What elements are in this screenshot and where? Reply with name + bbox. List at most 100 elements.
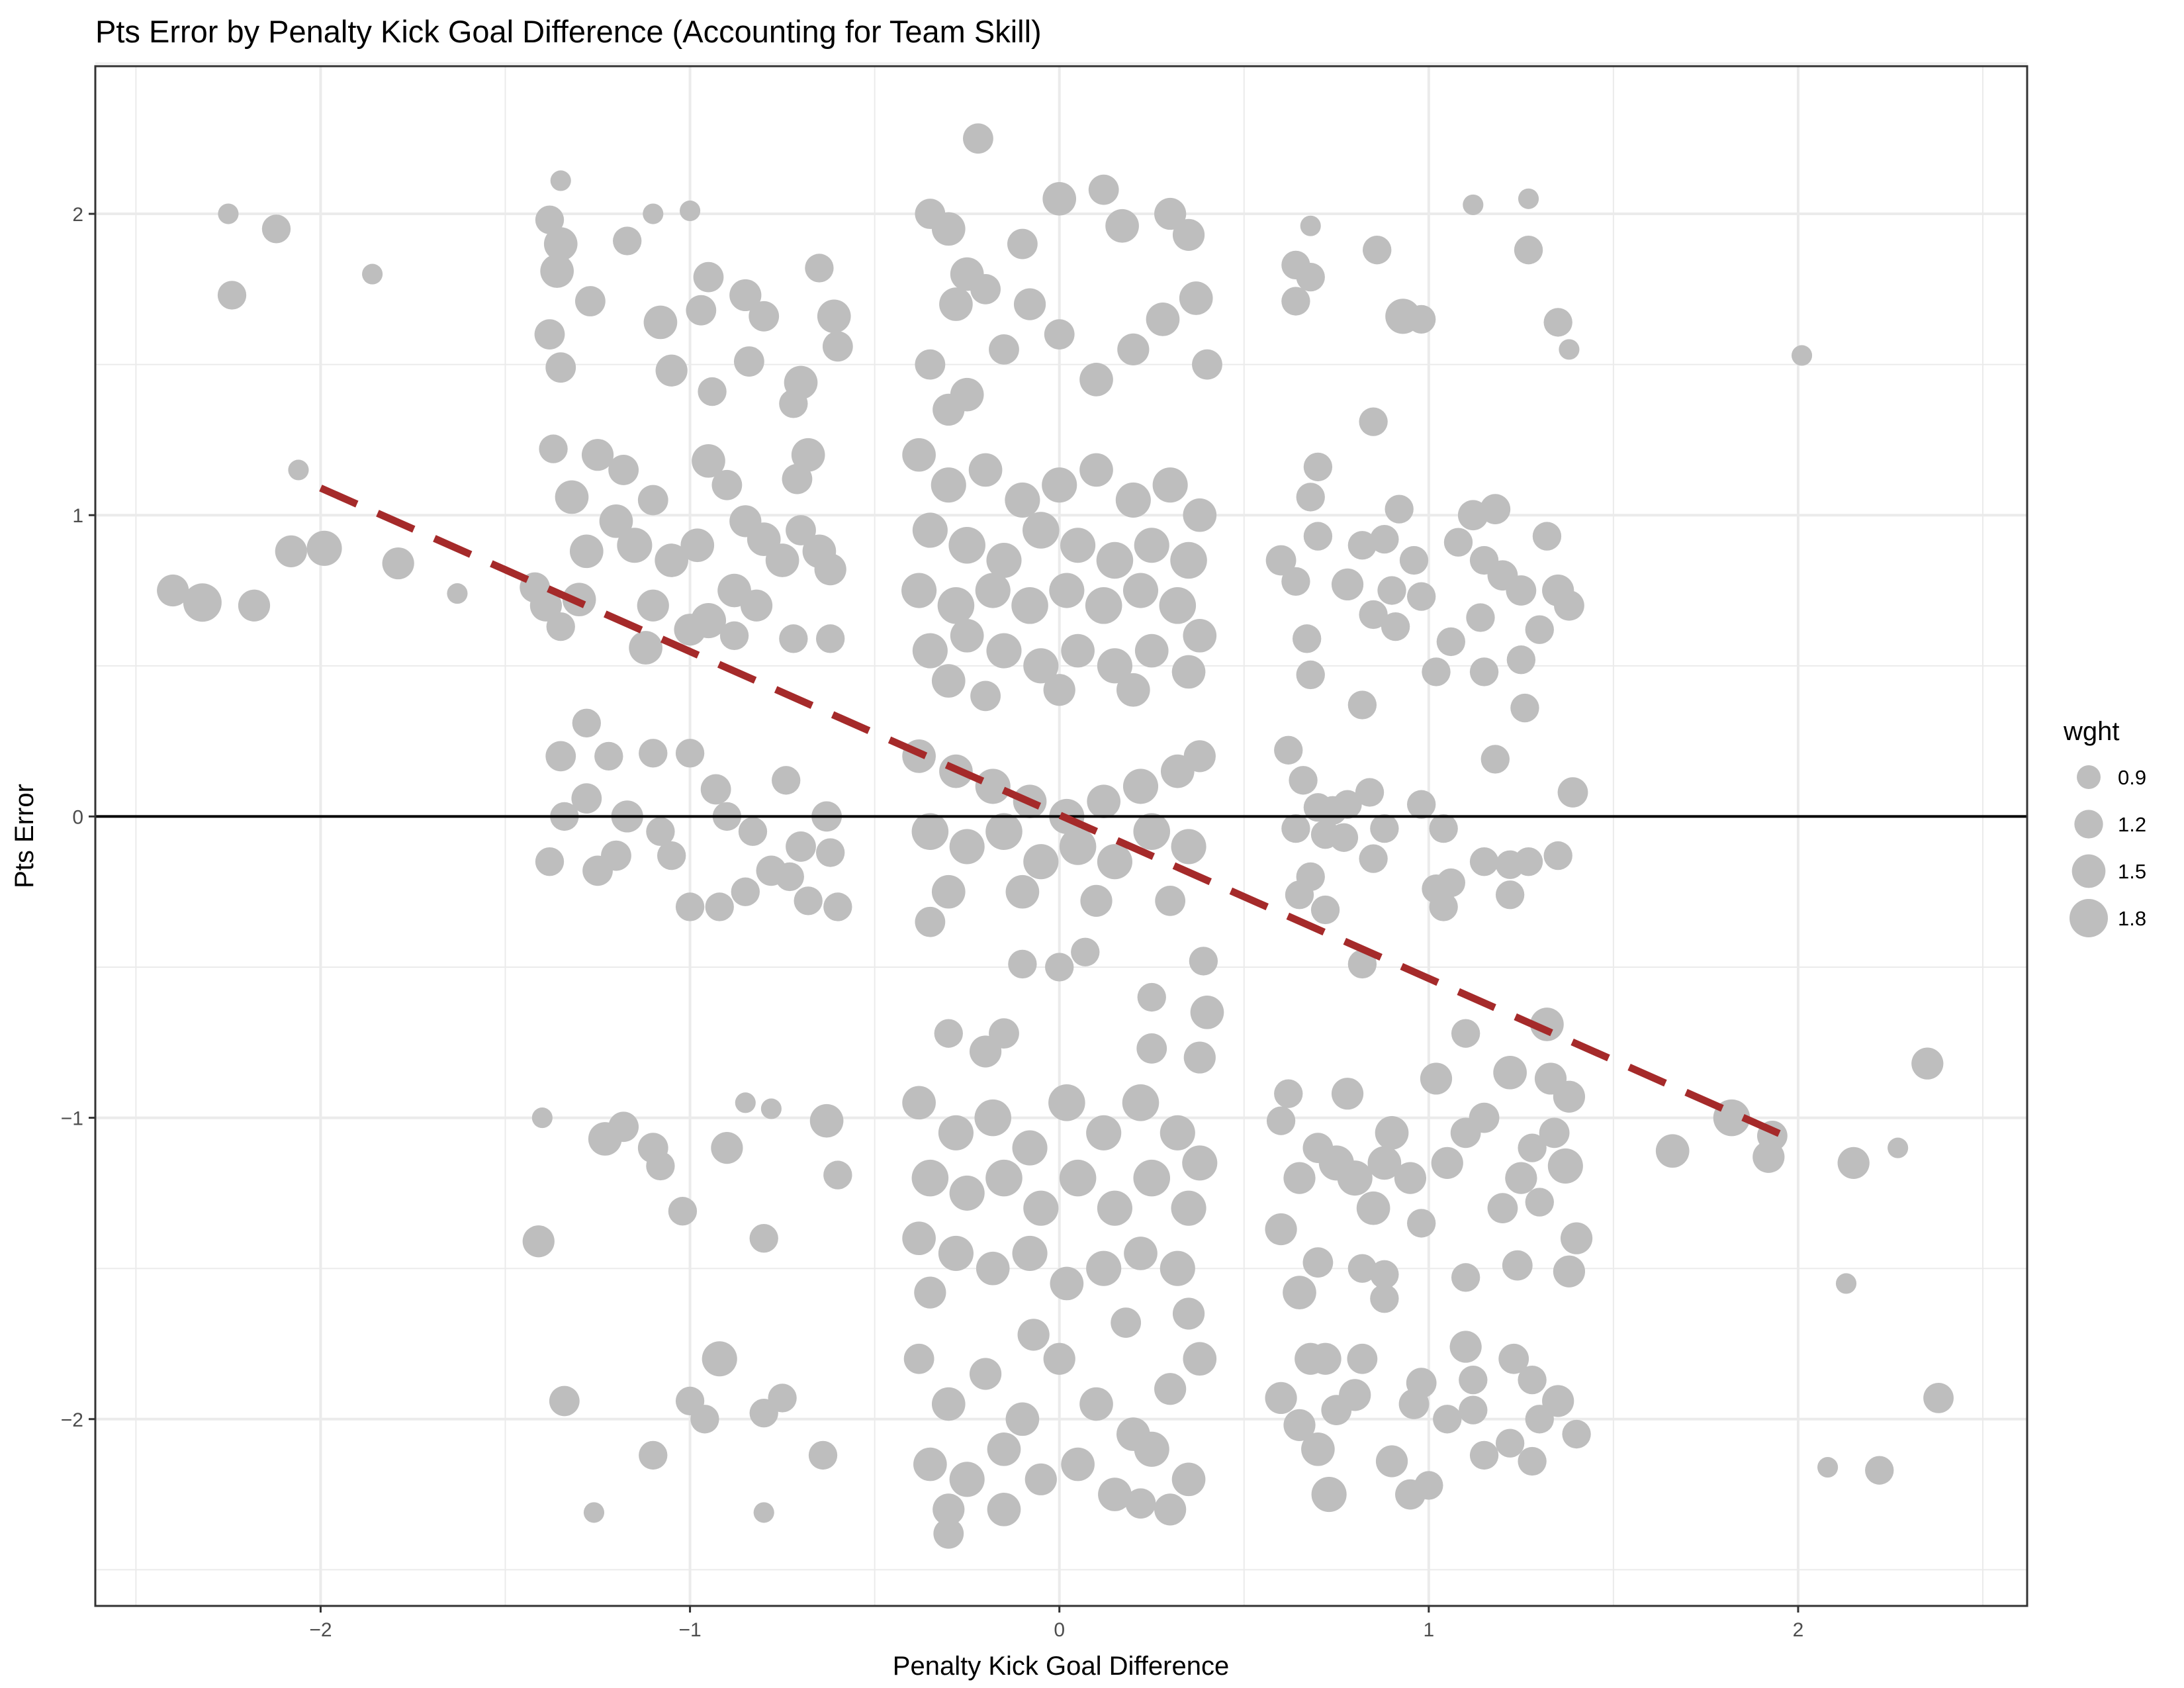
data-point — [1042, 467, 1077, 503]
y-tick-label: −2 — [61, 1409, 83, 1431]
data-point — [1179, 281, 1213, 315]
data-point — [1011, 587, 1048, 624]
data-point — [1097, 1190, 1132, 1226]
y-tick-label: 1 — [72, 505, 83, 527]
data-point — [1303, 522, 1333, 551]
data-point — [1283, 1162, 1316, 1194]
data-point — [1752, 1141, 1785, 1173]
data-point — [1007, 228, 1038, 259]
data-point — [729, 279, 762, 312]
data-point — [1048, 1084, 1085, 1121]
y-axis-ticks: −2 −1 0 1 2 — [61, 204, 95, 1431]
data-points — [157, 123, 1954, 1549]
data-point — [749, 301, 780, 332]
data-point — [1060, 528, 1096, 563]
data-point — [1116, 673, 1150, 707]
data-point — [1045, 953, 1074, 982]
data-point — [700, 774, 731, 805]
data-point — [949, 1175, 985, 1211]
data-point — [987, 1432, 1021, 1466]
data-point — [569, 534, 604, 569]
data-point — [1050, 1266, 1084, 1301]
data-point — [1300, 215, 1321, 236]
data-point — [617, 528, 653, 563]
data-point — [1420, 1062, 1453, 1095]
data-point — [1543, 308, 1572, 337]
data-point — [608, 455, 639, 485]
data-point — [1044, 319, 1075, 350]
data-point — [931, 664, 966, 698]
data-point — [1059, 1159, 1097, 1197]
data-point — [1122, 1084, 1160, 1121]
data-point — [1133, 813, 1171, 850]
data-point — [546, 612, 575, 641]
data-point — [817, 299, 851, 334]
data-point — [1311, 1477, 1347, 1513]
data-point — [1370, 1260, 1399, 1289]
data-point — [1370, 814, 1399, 843]
y-axis-label: Pts Error — [10, 784, 39, 888]
data-point — [1023, 648, 1059, 684]
data-point — [733, 346, 764, 377]
data-point — [275, 535, 307, 567]
chart-title: Pts Error by Penalty Kick Goal Differenc… — [95, 14, 1042, 49]
data-point — [1451, 1019, 1480, 1048]
data-point — [535, 847, 565, 876]
data-point — [949, 1462, 985, 1497]
data-point — [1888, 1137, 1909, 1158]
data-point — [545, 741, 576, 772]
data-point — [711, 469, 743, 500]
data-point — [949, 829, 985, 865]
data-point — [938, 1115, 974, 1150]
data-point — [1459, 1395, 1488, 1425]
data-point — [1493, 1055, 1527, 1090]
data-point — [1266, 1106, 1296, 1135]
data-point — [646, 1151, 675, 1181]
data-point — [1159, 587, 1197, 624]
data-point — [1514, 235, 1543, 265]
data-point — [1553, 1080, 1586, 1113]
data-point — [719, 621, 749, 650]
data-point — [1559, 339, 1580, 360]
data-point — [1557, 777, 1588, 808]
data-point — [1554, 590, 1584, 621]
data-point — [1274, 735, 1303, 765]
data-point — [572, 708, 601, 737]
data-point — [657, 841, 686, 870]
data-point — [968, 453, 1003, 487]
data-point — [1023, 844, 1059, 880]
data-point — [1429, 892, 1458, 921]
data-point — [1285, 880, 1314, 910]
data-point — [1265, 1213, 1297, 1246]
data-point — [760, 1098, 782, 1119]
data-point — [1183, 740, 1216, 773]
legend-key — [2077, 765, 2101, 789]
data-point — [1331, 568, 1364, 601]
data-point — [1433, 1405, 1462, 1434]
data-point — [816, 624, 845, 653]
data-point — [970, 273, 1001, 305]
data-point — [643, 203, 664, 224]
data-point — [1347, 949, 1377, 979]
data-point — [1183, 1041, 1216, 1074]
data-point — [306, 530, 342, 566]
data-point — [1043, 674, 1075, 706]
data-point — [1134, 633, 1169, 668]
data-point — [599, 504, 633, 538]
data-point — [1469, 657, 1499, 686]
data-point — [1923, 1383, 1954, 1413]
data-point — [1542, 1385, 1574, 1417]
data-point — [1152, 467, 1188, 503]
data-point — [1005, 1402, 1040, 1436]
data-point — [1543, 841, 1572, 870]
data-point — [655, 543, 689, 577]
data-point — [1289, 766, 1318, 795]
data-point — [1502, 1250, 1533, 1281]
data-point — [1005, 482, 1040, 518]
data-point — [794, 886, 823, 915]
data-point — [986, 633, 1022, 669]
data-point — [643, 305, 678, 340]
legend-label: 0.9 — [2118, 766, 2146, 789]
data-point — [1429, 814, 1458, 843]
data-point — [1835, 1273, 1857, 1294]
